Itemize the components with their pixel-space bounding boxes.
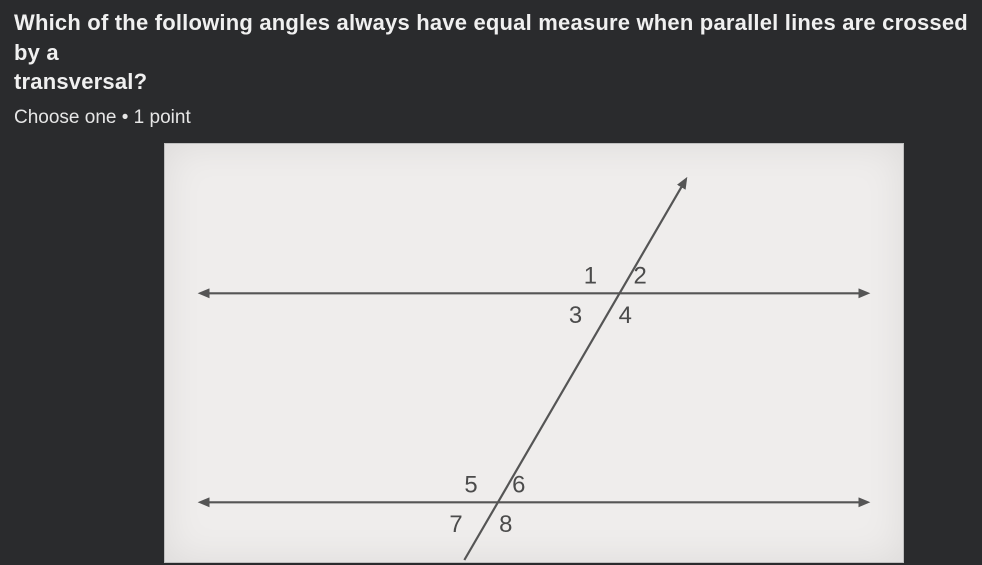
- question-line-2: transversal?: [14, 69, 147, 94]
- angle-label-8: 8: [499, 511, 512, 538]
- diagram-svg: 1 2 3 4 5 6 7 8: [165, 144, 903, 562]
- angle-label-6: 6: [512, 471, 525, 498]
- angle-label-5: 5: [464, 471, 477, 498]
- geometry-diagram: 1 2 3 4 5 6 7 8: [164, 143, 904, 563]
- angle-label-3: 3: [569, 302, 582, 329]
- angle-label-2: 2: [634, 262, 647, 289]
- angle-label-4: 4: [619, 302, 632, 329]
- question-prompt: Which of the following angles always hav…: [14, 8, 968, 97]
- choose-instruction: Choose one • 1 point: [14, 107, 968, 129]
- angle-label-1: 1: [584, 262, 597, 289]
- angle-label-7: 7: [449, 511, 462, 538]
- question-line-1: Which of the following angles always hav…: [14, 10, 968, 65]
- transversal-line: [464, 184, 683, 560]
- choose-label-text: Choose one • 1 point: [14, 107, 191, 128]
